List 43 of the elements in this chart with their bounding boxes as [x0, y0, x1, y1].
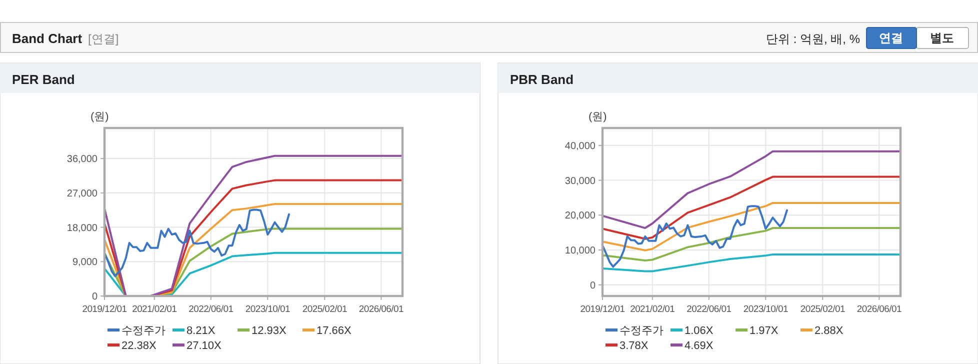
legend-label: 1.06X: [684, 325, 714, 337]
x-tick-label: 2023/10/01: [245, 304, 290, 315]
y-axis-title: (원): [588, 111, 607, 123]
y-tick-label: 30,000: [564, 176, 596, 187]
chart-title: PBR Band: [510, 72, 574, 87]
x-tick-label: 2019/12/01: [580, 304, 625, 315]
x-tick-label: 2022/06/01: [686, 304, 732, 315]
text: 별도: [930, 31, 954, 45]
y-tick-label: 0: [92, 292, 98, 302]
x-tick-label: 2022/06/01: [188, 304, 234, 315]
y-tick-label: 9,000: [72, 257, 98, 268]
y-tick-label: 0: [590, 280, 596, 292]
legend-label: 3.78X: [620, 340, 649, 352]
y-tick-label: 36,000: [66, 154, 98, 166]
legend-label: 17.66X: [316, 325, 352, 337]
text: 연결: [879, 31, 903, 45]
legend-label: 27.10X: [186, 340, 222, 352]
legend-label: 1.97X: [750, 325, 779, 337]
text: 단위 : 억원, 배, %: [766, 32, 860, 46]
legend-label: 4.69X: [684, 340, 714, 352]
x-tick-label: 2021/02/01: [132, 304, 177, 315]
legend-label: 22.38X: [122, 340, 158, 352]
legend-label: 2.88X: [814, 325, 844, 337]
y-tick-label: 40,000: [564, 140, 596, 152]
x-tick-label: 2019/12/01: [82, 304, 127, 315]
text: Band Chart: [12, 31, 83, 46]
y-axis-title: (원): [90, 111, 109, 123]
y-tick-label: 18,000: [66, 222, 98, 234]
legend-label: 수정주가: [620, 325, 664, 337]
x-tick-label: 2026/06/01: [856, 304, 902, 315]
x-tick-label: 2025/02/01: [800, 304, 845, 315]
legend-label: 8.21X: [186, 325, 216, 337]
x-tick-label: 2026/06/01: [358, 304, 404, 315]
y-tick-label: 27,000: [66, 188, 98, 200]
x-tick-label: 2023/10/01: [743, 304, 788, 315]
text: [연결]: [88, 32, 119, 46]
x-tick-label: 2021/02/01: [630, 304, 675, 315]
x-tick-label: 2025/02/01: [302, 304, 347, 315]
legend-label: 12.93X: [252, 325, 288, 337]
legend-label: 수정주가: [122, 325, 166, 337]
chart-title: PER Band: [12, 72, 75, 87]
y-tick-label: 10,000: [564, 245, 596, 256]
y-tick-label: 20,000: [564, 210, 596, 222]
